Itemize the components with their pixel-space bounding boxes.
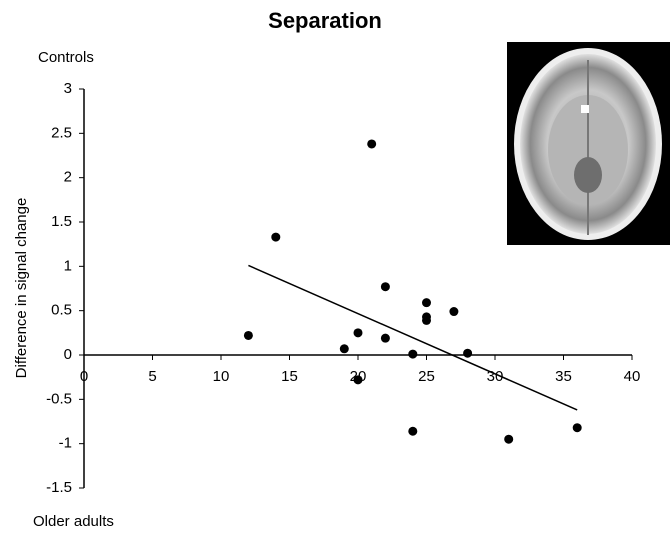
brain-image: [507, 42, 670, 245]
y-tick-label: 2.5: [51, 124, 72, 141]
point: [463, 349, 472, 358]
point: [573, 423, 582, 432]
point: [408, 350, 417, 359]
y-tick-label: -0.5: [46, 390, 72, 407]
point: [354, 328, 363, 337]
y-tick-label: -1.5: [46, 479, 72, 496]
x-tick-label: 10: [213, 368, 230, 385]
page: Separation Controls Older adults Differe…: [0, 0, 670, 533]
point: [422, 316, 431, 325]
point: [271, 233, 280, 242]
x-tick-label: 40: [624, 368, 641, 385]
y-tick-label: 0: [64, 346, 72, 363]
point: [381, 282, 390, 291]
x-tick-label: 5: [148, 368, 156, 385]
x-tick-label: 0: [80, 368, 88, 385]
chart-title: Separation: [268, 8, 382, 33]
chart: Separation Controls Older adults Differe…: [0, 0, 670, 533]
trend-line: [248, 265, 577, 410]
y-tick-label: 1: [64, 257, 72, 274]
top-label: Controls: [38, 49, 94, 66]
y-tick-label: 1.5: [51, 213, 72, 230]
point: [367, 139, 376, 148]
point: [244, 331, 253, 340]
point: [504, 435, 513, 444]
x-tick-label: 15: [281, 368, 298, 385]
y-tick-label: 2: [64, 169, 72, 186]
bottom-label: Older adults: [33, 513, 114, 530]
y-tick-label: -1: [59, 435, 72, 452]
point: [354, 375, 363, 384]
point: [408, 427, 417, 436]
x-tick-label: 35: [555, 368, 572, 385]
point: [381, 334, 390, 343]
y-tick-label: 3: [64, 80, 72, 97]
y-tick-label: 0.5: [51, 302, 72, 319]
point: [422, 298, 431, 307]
point: [340, 344, 349, 353]
y-axis-label: Difference in signal change: [13, 198, 30, 379]
point: [449, 307, 458, 316]
x-tick-label: 25: [418, 368, 435, 385]
